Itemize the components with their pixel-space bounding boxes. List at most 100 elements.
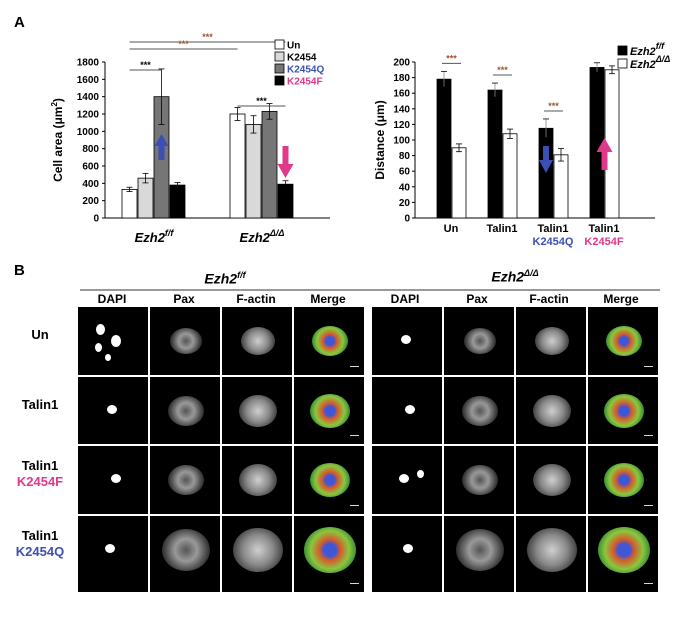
micrograph-merge <box>294 516 364 592</box>
y-tick-label: 1800 <box>77 58 100 69</box>
significance-label: *** <box>140 60 151 70</box>
legend-label: K2454F <box>287 77 323 88</box>
micrograph-merge <box>588 446 658 514</box>
bar-series-2 <box>502 133 518 219</box>
up-arrow-pink-head <box>596 138 613 152</box>
cell-body <box>533 395 571 427</box>
y-tick-label: 1200 <box>77 110 100 121</box>
bar-un <box>121 188 138 219</box>
scale-bar <box>350 504 359 506</box>
micrograph-merge <box>588 377 658 444</box>
scale-bar <box>350 582 359 584</box>
bar-series-1 <box>487 89 503 219</box>
y-tick-label: 200 <box>393 58 410 69</box>
merged-cell <box>606 326 642 356</box>
micrograph-dapi <box>78 377 148 444</box>
category-label: Talin1 <box>487 223 518 235</box>
y-tick-label: 140 <box>393 104 410 115</box>
scale-bar <box>350 434 359 436</box>
row-head-talin1-k2454f: Talin1 K2454F <box>16 458 64 489</box>
category-label: Talin1 <box>589 223 620 235</box>
scale-bar <box>350 365 359 367</box>
cell-body <box>241 327 275 355</box>
nucleus <box>399 473 409 483</box>
micrograph-factin <box>516 516 586 592</box>
micrograph-pax <box>444 377 514 444</box>
cell-body <box>239 464 277 496</box>
nucleus <box>111 335 121 347</box>
up-arrow-blue-head <box>154 134 169 146</box>
distance-chart: 0 20 40 60 80 100 120 140 160 180 200 Distance (μm)… <box>373 41 670 248</box>
cell-body <box>535 327 569 355</box>
cell-body <box>168 465 204 495</box>
merged-cell <box>310 463 350 497</box>
y-tick-label: 0 <box>93 214 99 225</box>
col-head-merge-right: Merge <box>603 292 639 306</box>
micrograph-factin <box>516 377 586 444</box>
micrograph-merge <box>294 307 364 375</box>
legend-label: Ezh2Δ/Δ <box>630 54 670 71</box>
nucleus <box>405 404 415 414</box>
micrograph-merge <box>294 446 364 514</box>
category-sublabel: K2454F <box>584 236 623 248</box>
micrograph-dapi <box>78 446 148 514</box>
y-tick-label: 400 <box>82 179 99 190</box>
merged-cell <box>304 527 356 573</box>
cell-area-chart: 0 200 400 600 800 1000 1200 1400 1600 1800 Cell ar… <box>50 32 330 245</box>
micrograph-pax <box>444 516 514 592</box>
bar-series-2 <box>451 147 467 219</box>
bar-series-1 <box>538 127 554 219</box>
cell-body <box>162 529 210 571</box>
micrograph-dapi <box>78 516 148 592</box>
merged-cell <box>604 463 644 497</box>
row-head-talin1-k2454q: Talin1 K2454Q <box>15 528 65 559</box>
scale-bar <box>644 365 653 367</box>
significance-label: *** <box>256 96 267 106</box>
legend-swatch <box>617 45 628 56</box>
legend-swatch <box>274 39 285 50</box>
panel-a-label: A <box>14 14 25 31</box>
category-sublabel: K2454Q <box>533 236 574 248</box>
bar-un <box>229 113 246 219</box>
down-arrow-pink-head <box>277 164 294 178</box>
significance-label: *** <box>548 101 559 111</box>
bar-k2454f <box>277 183 294 219</box>
micrograph-pax <box>150 307 220 375</box>
y-axis-label: Distance (μm) <box>373 100 387 179</box>
micrograph-dapi <box>78 307 148 375</box>
nucleus <box>94 342 102 352</box>
y-tick-label: 1400 <box>77 92 100 103</box>
micrograph-pax <box>444 307 514 375</box>
micrograph-factin <box>516 307 586 375</box>
micrograph-dapi <box>372 516 442 592</box>
y-tick-label: 800 <box>82 144 99 155</box>
merged-cell <box>310 394 350 428</box>
y-tick-label: 600 <box>82 162 99 173</box>
legend-label: K2454Q <box>287 65 324 76</box>
cell-body <box>464 328 496 354</box>
nucleus <box>105 353 111 361</box>
category-label: Talin1 <box>538 223 569 235</box>
nucleus <box>403 543 413 553</box>
col-head-factin-right: F-actin <box>529 292 569 306</box>
legend-swatch <box>274 63 285 74</box>
y-axis-label: Cell area (μm2) <box>50 98 65 182</box>
bar-k2454 <box>137 177 154 219</box>
nucleus <box>401 334 411 344</box>
legend-swatch <box>274 75 285 86</box>
micrograph-merge <box>588 307 658 375</box>
y-tick-label: 180 <box>393 73 410 84</box>
significance-label: *** <box>202 32 213 42</box>
scale-bar <box>644 434 653 436</box>
scale-bar <box>644 504 653 506</box>
legend-label: Ezh2f/f <box>630 41 665 58</box>
col-head-pax-right: Pax <box>466 292 488 306</box>
significance-label: *** <box>497 65 508 75</box>
col-head-merge-left: Merge <box>310 292 346 306</box>
nucleus <box>105 543 115 553</box>
micrograph-merge <box>294 377 364 444</box>
bar-k2454q <box>261 111 278 219</box>
y-tick-label: 1600 <box>77 75 100 86</box>
y-tick-label: 1000 <box>77 127 100 138</box>
micrograph-factin <box>222 307 292 375</box>
